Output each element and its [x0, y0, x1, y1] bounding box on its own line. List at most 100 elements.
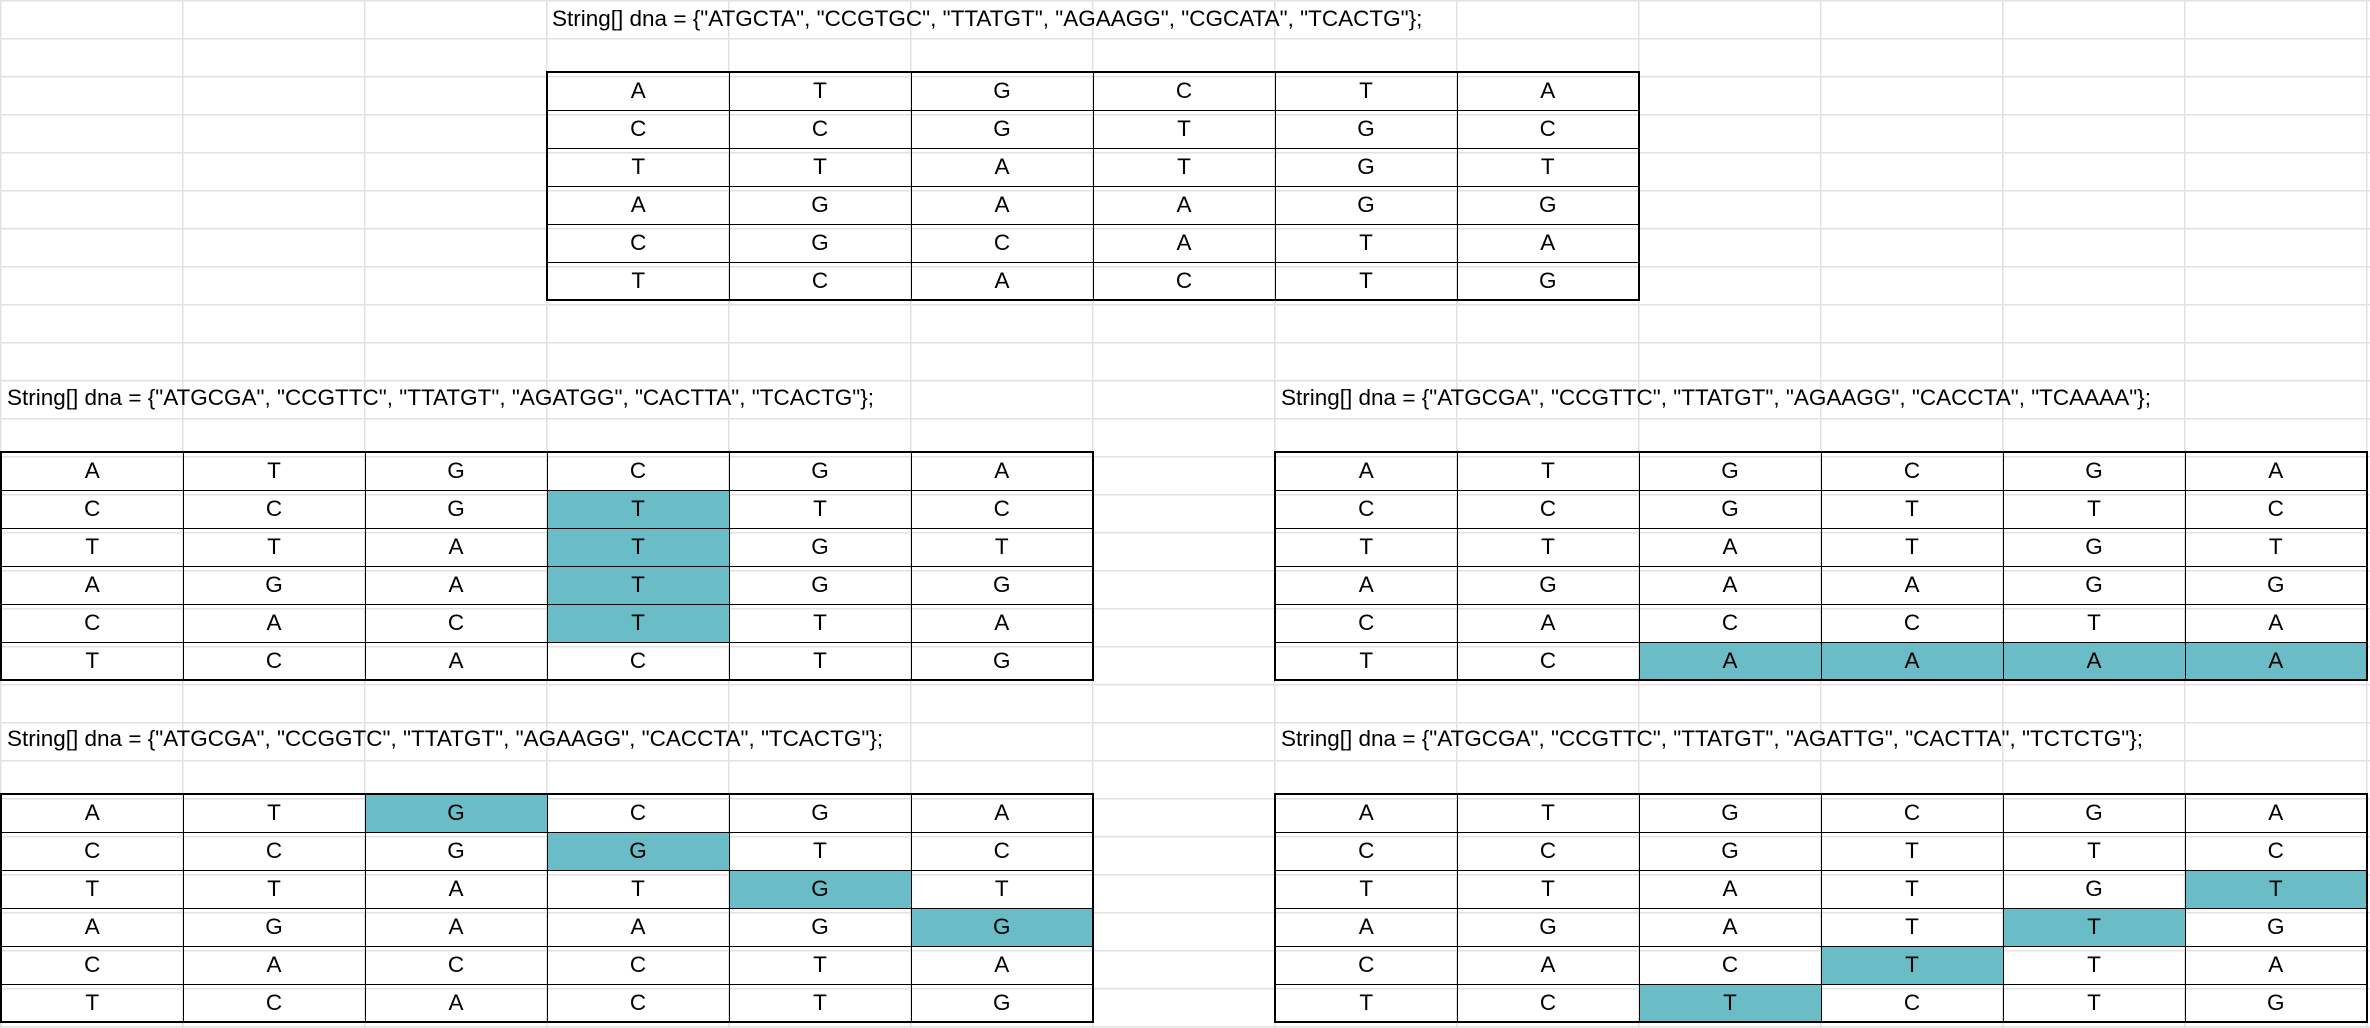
- highlighted-grid-cell[interactable]: G: [364, 793, 548, 833]
- grid-cell[interactable]: G: [1638, 831, 1822, 871]
- grid-cell[interactable]: T: [546, 261, 730, 301]
- grid-cell[interactable]: C: [910, 223, 1094, 263]
- grid-cell[interactable]: G: [728, 451, 912, 491]
- highlighted-grid-cell[interactable]: T: [2002, 907, 2186, 947]
- grid-cell[interactable]: G: [1274, 185, 1458, 225]
- highlighted-grid-cell[interactable]: A: [1820, 641, 2004, 681]
- grid-cell[interactable]: T: [2002, 831, 2186, 871]
- grid-cell[interactable]: A: [182, 945, 366, 985]
- grid-cell[interactable]: A: [546, 907, 730, 947]
- grid-cell[interactable]: T: [1456, 451, 1640, 491]
- grid-cell[interactable]: C: [0, 603, 184, 643]
- grid-cell[interactable]: C: [546, 451, 730, 491]
- grid-cell[interactable]: C: [1456, 641, 1640, 681]
- grid-cell[interactable]: G: [2002, 527, 2186, 567]
- grid-cell[interactable]: T: [2002, 489, 2186, 529]
- grid-cell[interactable]: A: [1274, 451, 1458, 491]
- grid-cell[interactable]: A: [0, 451, 184, 491]
- grid-cell[interactable]: A: [1456, 945, 1640, 985]
- grid-cell[interactable]: T: [1820, 869, 2004, 909]
- grid-cell[interactable]: C: [1274, 489, 1458, 529]
- grid-cell[interactable]: A: [910, 261, 1094, 301]
- grid-cell[interactable]: A: [1638, 565, 1822, 605]
- grid-cell[interactable]: A: [364, 907, 548, 947]
- grid-cell[interactable]: T: [1274, 223, 1458, 263]
- highlighted-grid-cell[interactable]: T: [546, 603, 730, 643]
- grid-cell[interactable]: A: [1820, 565, 2004, 605]
- grid-cell[interactable]: A: [910, 147, 1094, 187]
- grid-cell[interactable]: T: [0, 869, 184, 909]
- grid-cell[interactable]: T: [910, 869, 1094, 909]
- grid-cell[interactable]: T: [0, 527, 184, 567]
- grid-cell[interactable]: C: [2184, 831, 2368, 871]
- grid-cell[interactable]: G: [1638, 489, 1822, 529]
- grid-cell[interactable]: G: [1274, 109, 1458, 149]
- grid-cell[interactable]: A: [1274, 565, 1458, 605]
- grid-cell[interactable]: A: [0, 793, 184, 833]
- grid-cell[interactable]: T: [728, 147, 912, 187]
- grid-cell[interactable]: T: [1820, 489, 2004, 529]
- grid-cell[interactable]: C: [2184, 489, 2368, 529]
- grid-cell[interactable]: A: [1456, 223, 1640, 263]
- grid-cell[interactable]: A: [1274, 793, 1458, 833]
- grid-cell[interactable]: T: [2184, 527, 2368, 567]
- grid-cell[interactable]: C: [182, 831, 366, 871]
- grid-cell[interactable]: T: [2002, 603, 2186, 643]
- grid-cell[interactable]: A: [546, 185, 730, 225]
- grid-cell[interactable]: G: [728, 527, 912, 567]
- grid-cell[interactable]: T: [1820, 907, 2004, 947]
- grid-cell[interactable]: T: [1274, 261, 1458, 301]
- grid-cell[interactable]: C: [182, 983, 366, 1023]
- grid-cell[interactable]: G: [2002, 869, 2186, 909]
- grid-cell[interactable]: T: [1274, 527, 1458, 567]
- grid-cell[interactable]: G: [2184, 565, 2368, 605]
- grid-cell[interactable]: G: [182, 907, 366, 947]
- grid-cell[interactable]: C: [1638, 945, 1822, 985]
- grid-cell[interactable]: C: [1274, 603, 1458, 643]
- grid-cell[interactable]: T: [0, 641, 184, 681]
- highlighted-grid-cell[interactable]: T: [546, 565, 730, 605]
- grid-cell[interactable]: G: [1456, 261, 1640, 301]
- grid-cell[interactable]: T: [1092, 109, 1276, 149]
- grid-cell[interactable]: C: [910, 831, 1094, 871]
- grid-cell[interactable]: T: [728, 945, 912, 985]
- grid-cell[interactable]: C: [1820, 793, 2004, 833]
- grid-cell[interactable]: A: [364, 641, 548, 681]
- grid-cell[interactable]: C: [546, 109, 730, 149]
- grid-cell[interactable]: G: [1456, 565, 1640, 605]
- highlighted-grid-cell[interactable]: T: [546, 489, 730, 529]
- grid-cell[interactable]: T: [2002, 983, 2186, 1023]
- highlighted-grid-cell[interactable]: G: [546, 831, 730, 871]
- grid-cell[interactable]: A: [364, 869, 548, 909]
- grid-cell[interactable]: G: [910, 71, 1094, 111]
- highlighted-grid-cell[interactable]: T: [2184, 869, 2368, 909]
- grid-cell[interactable]: C: [546, 945, 730, 985]
- grid-cell[interactable]: A: [1638, 527, 1822, 567]
- grid-cell[interactable]: A: [910, 451, 1094, 491]
- grid-cell[interactable]: T: [1274, 869, 1458, 909]
- grid-cell[interactable]: A: [1274, 907, 1458, 947]
- grid-cell[interactable]: A: [2184, 945, 2368, 985]
- grid-cell[interactable]: T: [2002, 945, 2186, 985]
- grid-cell[interactable]: T: [728, 489, 912, 529]
- grid-cell[interactable]: T: [1456, 147, 1640, 187]
- grid-cell[interactable]: T: [728, 641, 912, 681]
- grid-cell[interactable]: G: [910, 983, 1094, 1023]
- grid-cell[interactable]: T: [728, 603, 912, 643]
- grid-cell[interactable]: C: [364, 945, 548, 985]
- grid-cell[interactable]: G: [1456, 185, 1640, 225]
- grid-cell[interactable]: C: [1820, 983, 2004, 1023]
- grid-cell[interactable]: C: [1638, 603, 1822, 643]
- highlighted-grid-cell[interactable]: G: [728, 869, 912, 909]
- grid-cell[interactable]: G: [728, 223, 912, 263]
- grid-cell[interactable]: A: [1638, 907, 1822, 947]
- grid-cell[interactable]: C: [0, 831, 184, 871]
- grid-cell[interactable]: A: [910, 185, 1094, 225]
- grid-cell[interactable]: G: [2002, 793, 2186, 833]
- grid-cell[interactable]: C: [1820, 603, 2004, 643]
- grid-cell[interactable]: T: [1274, 71, 1458, 111]
- grid-cell[interactable]: A: [0, 907, 184, 947]
- grid-cell[interactable]: C: [728, 261, 912, 301]
- grid-cell[interactable]: C: [546, 793, 730, 833]
- grid-cell[interactable]: C: [0, 489, 184, 529]
